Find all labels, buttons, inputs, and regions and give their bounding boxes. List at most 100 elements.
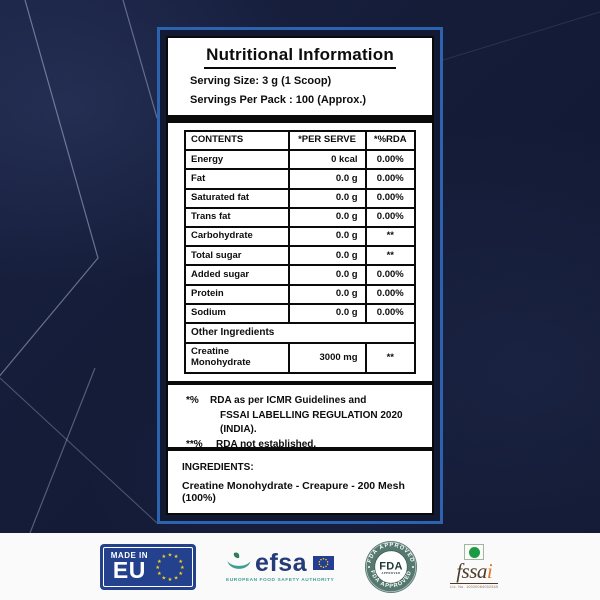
nutrient-value: 0.0 g [287,283,367,305]
nutrient-rda: 0.00% [364,302,417,325]
efsa-logo: efsa EUROPEAN FOOD SAFETY AUTHORITY [226,548,335,583]
fssai-green-dot-icon [468,546,480,558]
fssai-wordmark: fssai [456,559,493,583]
nutrient-name: Added sugar [184,264,290,286]
made-in-eu-text: MADE IN EU [111,551,148,582]
certification-logos-strip: MADE IN EU ★ ★ ★ ★ ★ ★ ★ ★ ★ ★ ★ ★ efsa [0,533,600,600]
nutrient-name: Saturated fat [184,187,290,209]
table-row: Sodium 0.0 g 0.00% [184,302,417,325]
made-in-label: MADE IN [110,551,149,561]
label-title: Nutritional Information [204,45,396,69]
fda-center-text: FDA [379,560,403,572]
efsa-eu-flag-icon [313,556,335,570]
made-in-eu-badge-inner: MADE IN EU ★ ★ ★ ★ ★ ★ ★ ★ ★ ★ ★ ★ [102,546,194,587]
footnote-text: RDA not established. [216,438,317,450]
footnote-marker: *% [186,395,199,406]
nutrient-value: 0.0 g [287,264,367,286]
table-row: Protein 0.0 g 0.00% [184,283,417,305]
nutrient-value: 0.0 g [287,302,367,325]
svg-text:★: ★ [174,554,179,560]
servings-per-pack-text: Servings Per Pack : 100 (Approx.) [190,94,367,106]
table-row: Trans fat 0.0 g 0.00% [184,206,417,229]
fssai-logo: fssai Lic. No. 10020064002545 [448,544,500,589]
svg-text:★: ★ [155,564,160,570]
ingredients-text: Creatine Monohydrate - Creapure - 200 Me… [182,480,405,504]
nutrient-value: 0.0 g [287,206,367,229]
nutrient-value: 0.0 g [287,168,367,190]
nutrient-value: 0.0 g [287,245,367,267]
nutrient-name: Protein [184,283,290,305]
nutrient-value: 0 kcal [287,149,367,171]
table-row: Saturated fat 0.0 g 0.00% [184,187,417,209]
svg-text:★: ★ [162,575,167,581]
fssai-wordmark-prefix: fssa [456,559,487,583]
nutrient-name: Energy [184,149,290,171]
nutrient-name: Sodium [184,302,290,325]
nutrition-table-section: CONTENTS *PER SERVE *%RDA Energy 0 kcal … [168,123,432,381]
fssai-square-icon [464,544,485,560]
section-divider [168,381,432,385]
label-header: Nutritional Information Serving Size: 3 … [168,38,432,115]
footnote-marker: **% [186,438,203,450]
table-row: Total sugar 0.0 g ** [184,245,417,267]
eu-label: EU [112,557,146,584]
nutrient-value: 0.0 g [287,187,367,209]
svg-text:★: ★ [157,558,162,564]
efsa-subtitle: EUROPEAN FOOD SAFETY AUTHORITY [226,577,335,583]
product-label-panel: Nutritional Information Serving Size: 3 … [157,27,443,524]
footnote-line: FSSAI LABELLING REGULATION 2020 (INDIA). [220,409,403,436]
svg-text:★: ★ [162,554,167,560]
nutrient-rda: 0.00% [364,283,417,305]
svg-text:★: ★ [180,564,185,570]
serving-size-text: Serving Size: 3 g (1 Scoop) [190,75,332,87]
table-row: Energy 0 kcal 0.00% [184,149,417,171]
fssai-wordmark-i: i [486,559,493,583]
footnote-text: RDA as per ICMR Guidelines and [210,395,367,406]
nutrient-rda: 0.00% [364,149,417,171]
nutrient-rda: ** [364,245,417,267]
nutrient-name: Total sugar [184,245,290,267]
nutrient-value: 0.0 g [287,226,367,248]
nutrient-rda: ** [364,341,417,375]
nutrient-name: Trans fat [184,206,290,229]
svg-text:★: ★ [168,577,173,583]
svg-text:★: ★ [157,571,162,577]
nutrient-name: Creatine Monohydrate [184,341,290,375]
table-header-row: CONTENTS *PER SERVE *%RDA [184,129,417,152]
footnote-line: **% RDA not established. [186,438,424,453]
svg-text:★: ★ [178,571,183,577]
nutrient-value: 3000 mg [287,341,367,375]
nutrient-rda: 0.00% [364,264,417,286]
efsa-wordmark: efsa [255,548,308,577]
svg-text:★: ★ [174,575,179,581]
efsa-swoosh-icon [227,552,251,569]
fssai-rule [450,583,499,584]
nutrient-rda: 0.00% [364,168,417,190]
header-per-serve: *PER SERVE [287,129,367,152]
fda-approved-seal: FDA APPROVED FDA APPROVED FDA APPROVED [365,540,418,593]
table-row: Carbohydrate 0.0 g ** [184,226,417,248]
efsa-wordmark-row: efsa [226,548,335,577]
table-section-header-row: Other Ingredients [184,322,416,344]
nutrient-name: Carbohydrate [184,226,290,248]
table-row: Fat 0.0 g 0.00% [184,168,417,190]
nutrition-table: CONTENTS *PER SERVE *%RDA Energy 0 kcal … [184,129,417,375]
nutrient-rda: 0.00% [364,187,417,209]
label-card: Nutritional Information Serving Size: 3 … [166,36,434,515]
section-divider [168,447,432,451]
made-in-eu-badge: MADE IN EU ★ ★ ★ ★ ★ ★ ★ ★ ★ ★ ★ ★ [99,543,197,590]
eu-stars-icon: ★ ★★ ★★★ ★★★ ★★★ [155,552,185,583]
nutrient-rda: ** [364,226,417,248]
svg-text:★: ★ [178,558,183,564]
header-contents: CONTENTS [184,129,290,152]
header-rda: *%RDA [364,129,417,152]
table-row: Added sugar 0.0 g 0.00% [184,264,417,286]
header-divider-band [168,115,432,123]
background-texture-lines [0,0,600,533]
svg-text:★: ★ [168,552,173,558]
ingredients-heading: INGREDIENTS: [182,462,254,473]
nutrient-name: Fat [184,168,290,190]
nutrient-rda: 0.00% [364,206,417,229]
footnotes-section: *% RDA as per ICMR Guidelines and FSSAI … [168,385,432,450]
fssai-license-text: Lic. No. 10020064002545 [450,585,499,589]
